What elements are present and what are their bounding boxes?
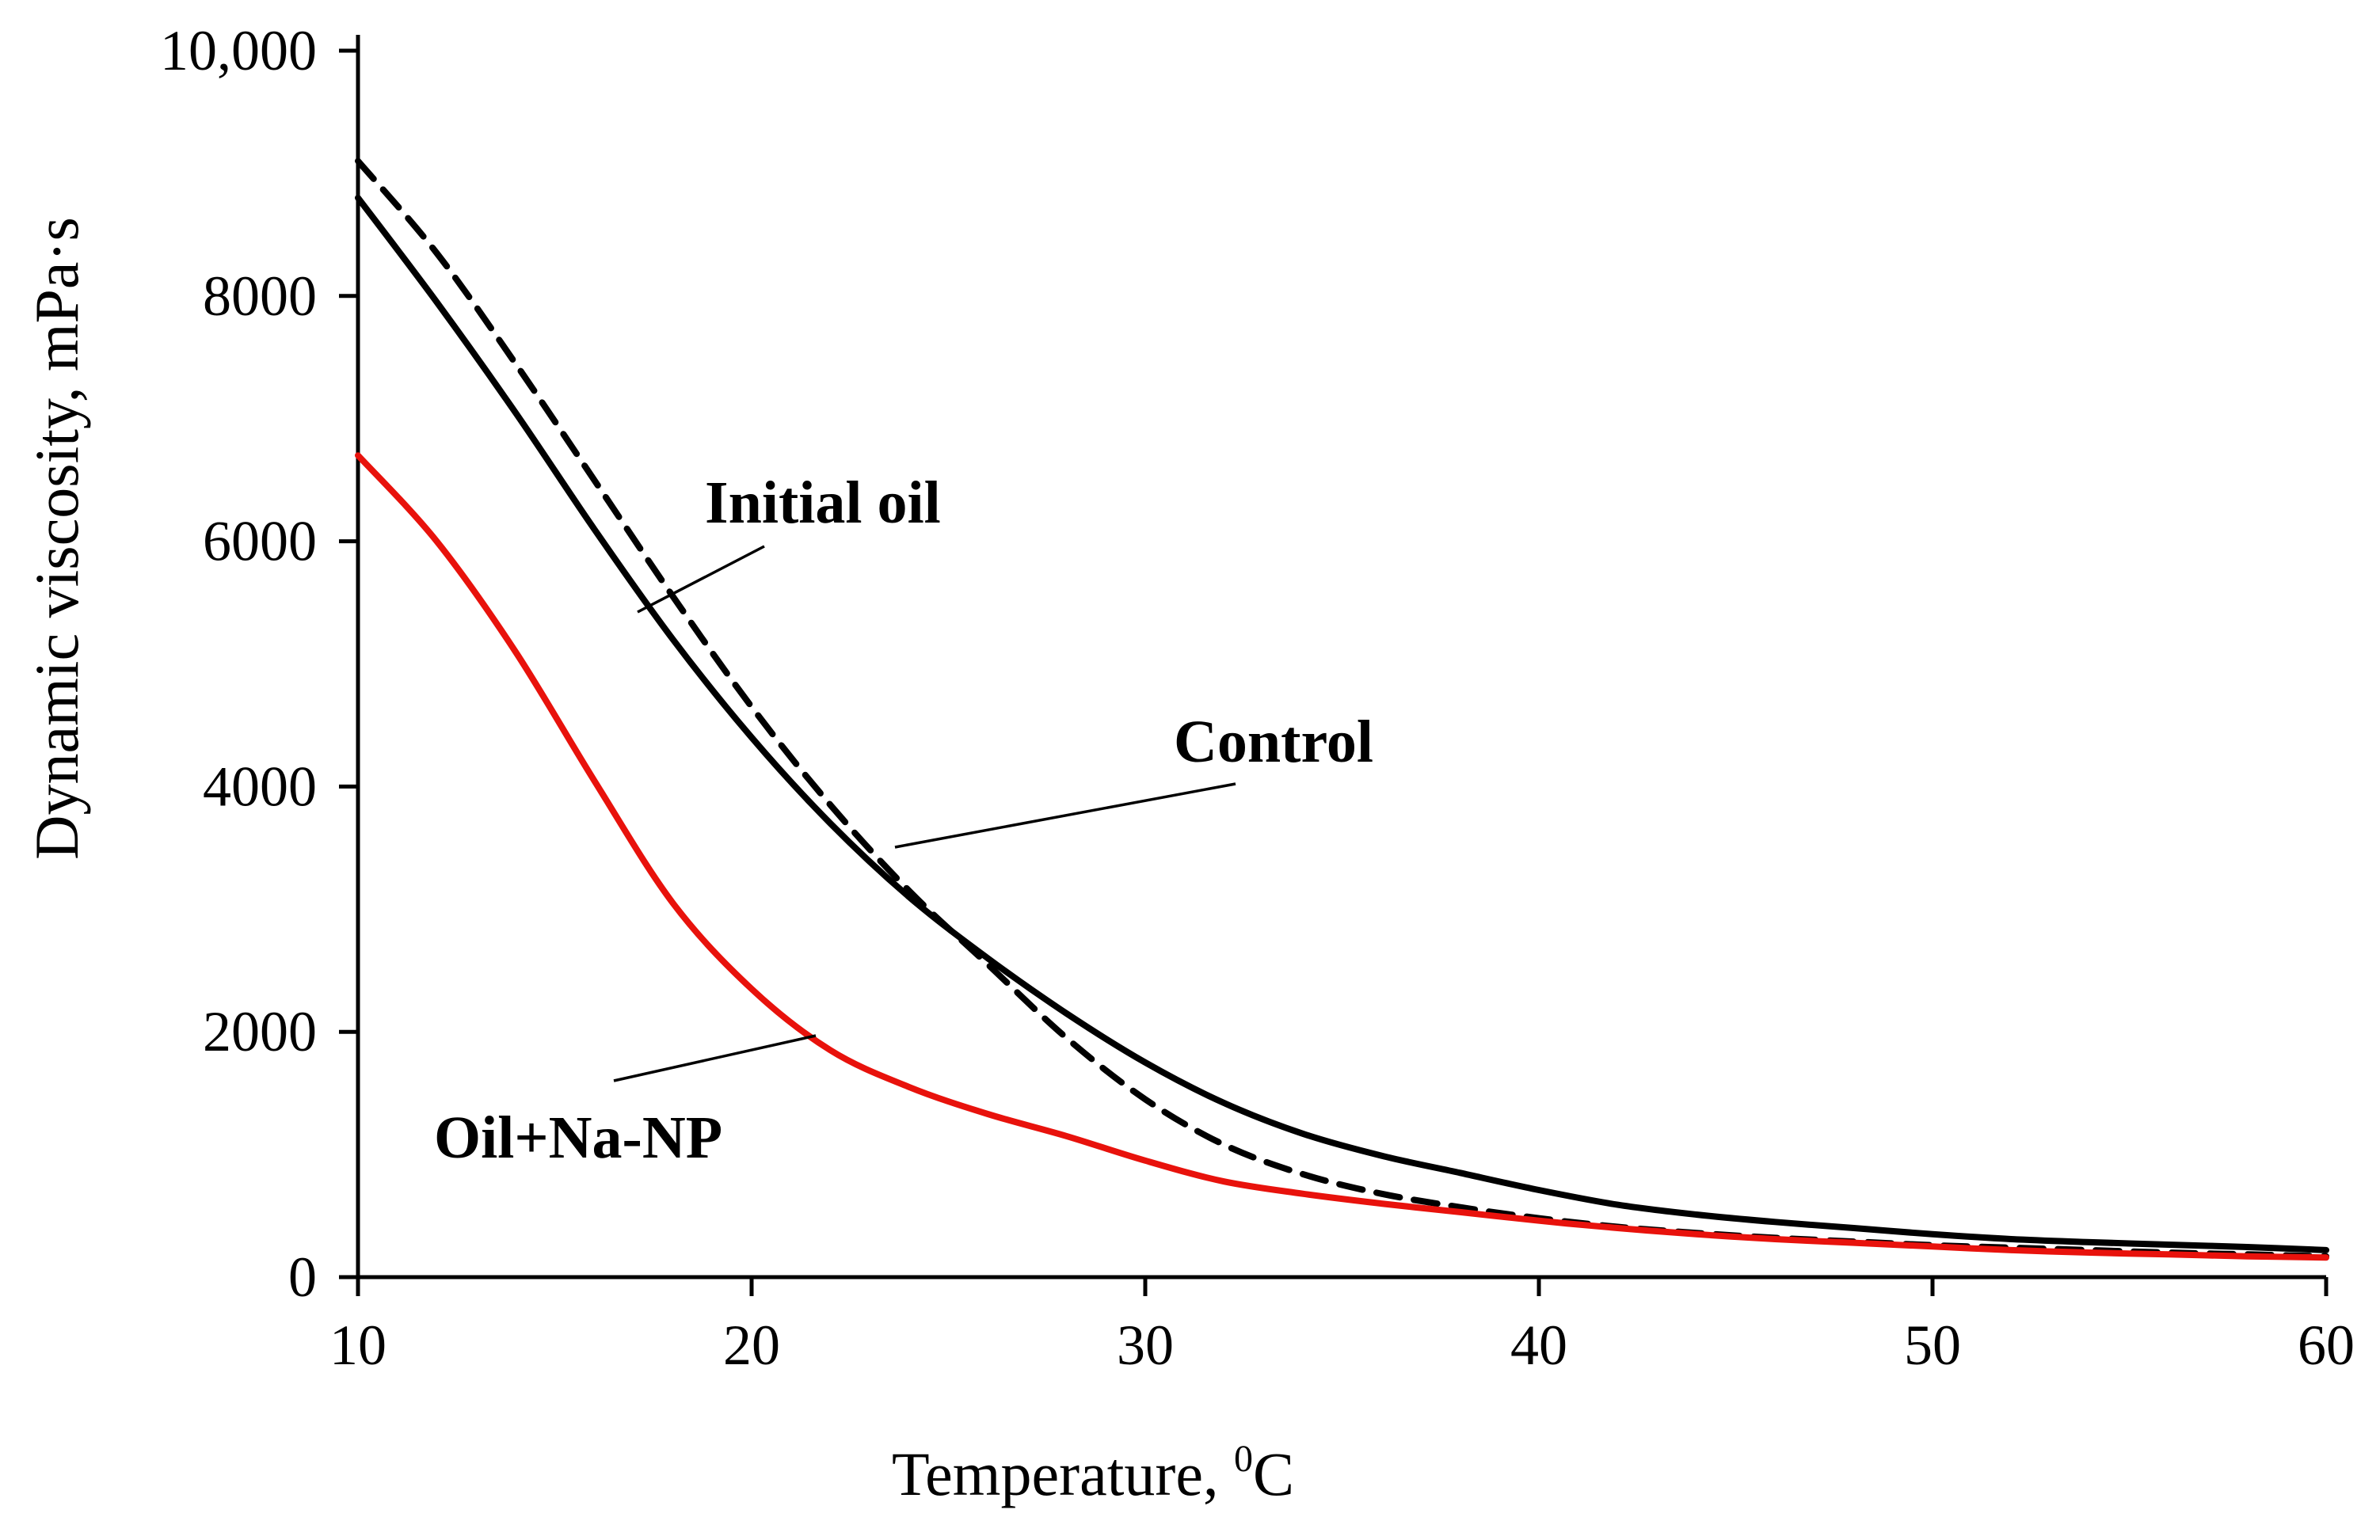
leader-line-oil-na-np: [613, 1034, 817, 1082]
x-axis-title-superscript: 0: [1234, 1438, 1253, 1480]
x-axis-title: Temperature, 0C: [892, 1438, 1294, 1508]
axes-layer: 0 2000 4000 6000 8000 10,000 10 20 30 40 50 60: [160, 19, 2355, 1377]
series-layer: [355, 158, 2329, 1261]
x-axis-title-main: Temperature,: [892, 1439, 1234, 1508]
annotation-oil-na-np: Oil+Na-NP: [434, 1105, 722, 1171]
y-tick-label: 2000: [203, 1000, 317, 1063]
series-line-initial-oil: [355, 194, 2329, 1253]
x-tick-label: 60: [2298, 1314, 2355, 1377]
y-tick-label: 6000: [203, 510, 317, 573]
y-tick-label: 8000: [203, 264, 317, 328]
x-tick-label: 50: [1904, 1314, 1961, 1377]
x-axis-title-suffix: C: [1253, 1439, 1294, 1508]
x-tick-label: 40: [1510, 1314, 1567, 1377]
leader-line-control: [894, 782, 1236, 849]
y-tick-label: 10,000: [160, 19, 317, 82]
x-tick-label: 30: [1117, 1314, 1174, 1377]
y-tick-label: 4000: [203, 755, 317, 818]
series-line-oil-na-np: [355, 452, 2329, 1261]
x-tick-label: 10: [329, 1314, 387, 1377]
annotation-layer: Initial oil Control Oil+Na-NP: [434, 470, 1373, 1171]
annotation-control: Control: [1174, 709, 1373, 775]
leader-line-initial-oil: [637, 545, 765, 614]
y-tick-label: 0: [288, 1245, 317, 1309]
annotation-initial-oil: Initial oil: [705, 470, 941, 536]
x-tick-label: 20: [723, 1314, 780, 1377]
y-axis-title: Dynamic viscosity, mPa·s: [22, 217, 91, 860]
